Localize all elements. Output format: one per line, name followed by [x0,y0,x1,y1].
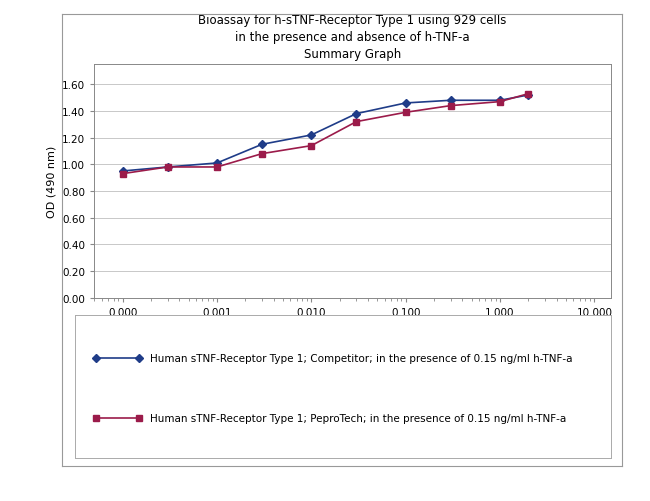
Human sTNF-Receptor Type 1; Competitor; in the presence of 0.15 ng/ml h-TNF-a [164,165,172,171]
Human sTNF-Receptor Type 1; PeproTech; in the presence of 0.15 ng/ml h-TNF-a [213,165,221,171]
Human sTNF-Receptor Type 1; PeproTech; in the presence of 0.15 ng/ml h-TNF-a [525,91,532,97]
Y-axis label: OD (490 nm): OD (490 nm) [47,146,57,217]
Human sTNF-Receptor Type 1; PeproTech; in the presence of 0.15 ng/ml h-TNF-a [258,151,266,157]
Human sTNF-Receptor Type 1; Competitor; in the presence of 0.15 ng/ml h-TNF-a [352,111,360,117]
Human sTNF-Receptor Type 1; Competitor; in the presence of 0.15 ng/ml h-TNF-a [213,161,221,167]
Human sTNF-Receptor Type 1; Competitor; in the presence of 0.15 ng/ml h-TNF-a [496,98,504,104]
Title: Bioassay for h-sTNF-Receptor Type 1 using 929 cells
in the presence and absence : Bioassay for h-sTNF-Receptor Type 1 usin… [198,15,507,61]
Human sTNF-Receptor Type 1; Competitor; in the presence of 0.15 ng/ml h-TNF-a [447,98,454,104]
Human sTNF-Receptor Type 1; Competitor; in the presence of 0.15 ng/ml h-TNF-a [258,142,266,148]
Text: Human sTNF-Receptor Type 1; PeproTech; in the presence of 0.15 ng/ml h-TNF-a: Human sTNF-Receptor Type 1; PeproTech; i… [150,413,566,423]
Human sTNF-Receptor Type 1; PeproTech; in the presence of 0.15 ng/ml h-TNF-a [352,119,360,125]
Human sTNF-Receptor Type 1; Competitor; in the presence of 0.15 ng/ml h-TNF-a [307,133,315,139]
Human sTNF-Receptor Type 1; PeproTech; in the presence of 0.15 ng/ml h-TNF-a [119,171,127,177]
Human sTNF-Receptor Type 1; PeproTech; in the presence of 0.15 ng/ml h-TNF-a [447,103,454,109]
Human sTNF-Receptor Type 1; PeproTech; in the presence of 0.15 ng/ml h-TNF-a [496,99,504,105]
Human sTNF-Receptor Type 1; Competitor; in the presence of 0.15 ng/ml h-TNF-a [119,169,127,175]
Line: Human sTNF-Receptor Type 1; PeproTech; in the presence of 0.15 ng/ml h-TNF-a: Human sTNF-Receptor Type 1; PeproTech; i… [120,92,531,177]
Text: Human sTNF-Receptor Type 1; Competitor; in the presence of 0.15 ng/ml h-TNF-a: Human sTNF-Receptor Type 1; Competitor; … [150,354,573,363]
Human sTNF-Receptor Type 1; PeproTech; in the presence of 0.15 ng/ml h-TNF-a [402,110,410,116]
Human sTNF-Receptor Type 1; Competitor; in the presence of 0.15 ng/ml h-TNF-a [402,101,410,107]
Line: Human sTNF-Receptor Type 1; Competitor; in the presence of 0.15 ng/ml h-TNF-a: Human sTNF-Receptor Type 1; Competitor; … [120,93,531,174]
Human sTNF-Receptor Type 1; PeproTech; in the presence of 0.15 ng/ml h-TNF-a [307,143,315,149]
X-axis label: h-sTNF-Receptor Type 1 (ug/ml) [log scale]: h-sTNF-Receptor Type 1 (ug/ml) [log scal… [234,323,471,333]
Human sTNF-Receptor Type 1; PeproTech; in the presence of 0.15 ng/ml h-TNF-a [164,165,172,171]
Human sTNF-Receptor Type 1; Competitor; in the presence of 0.15 ng/ml h-TNF-a [525,93,532,99]
